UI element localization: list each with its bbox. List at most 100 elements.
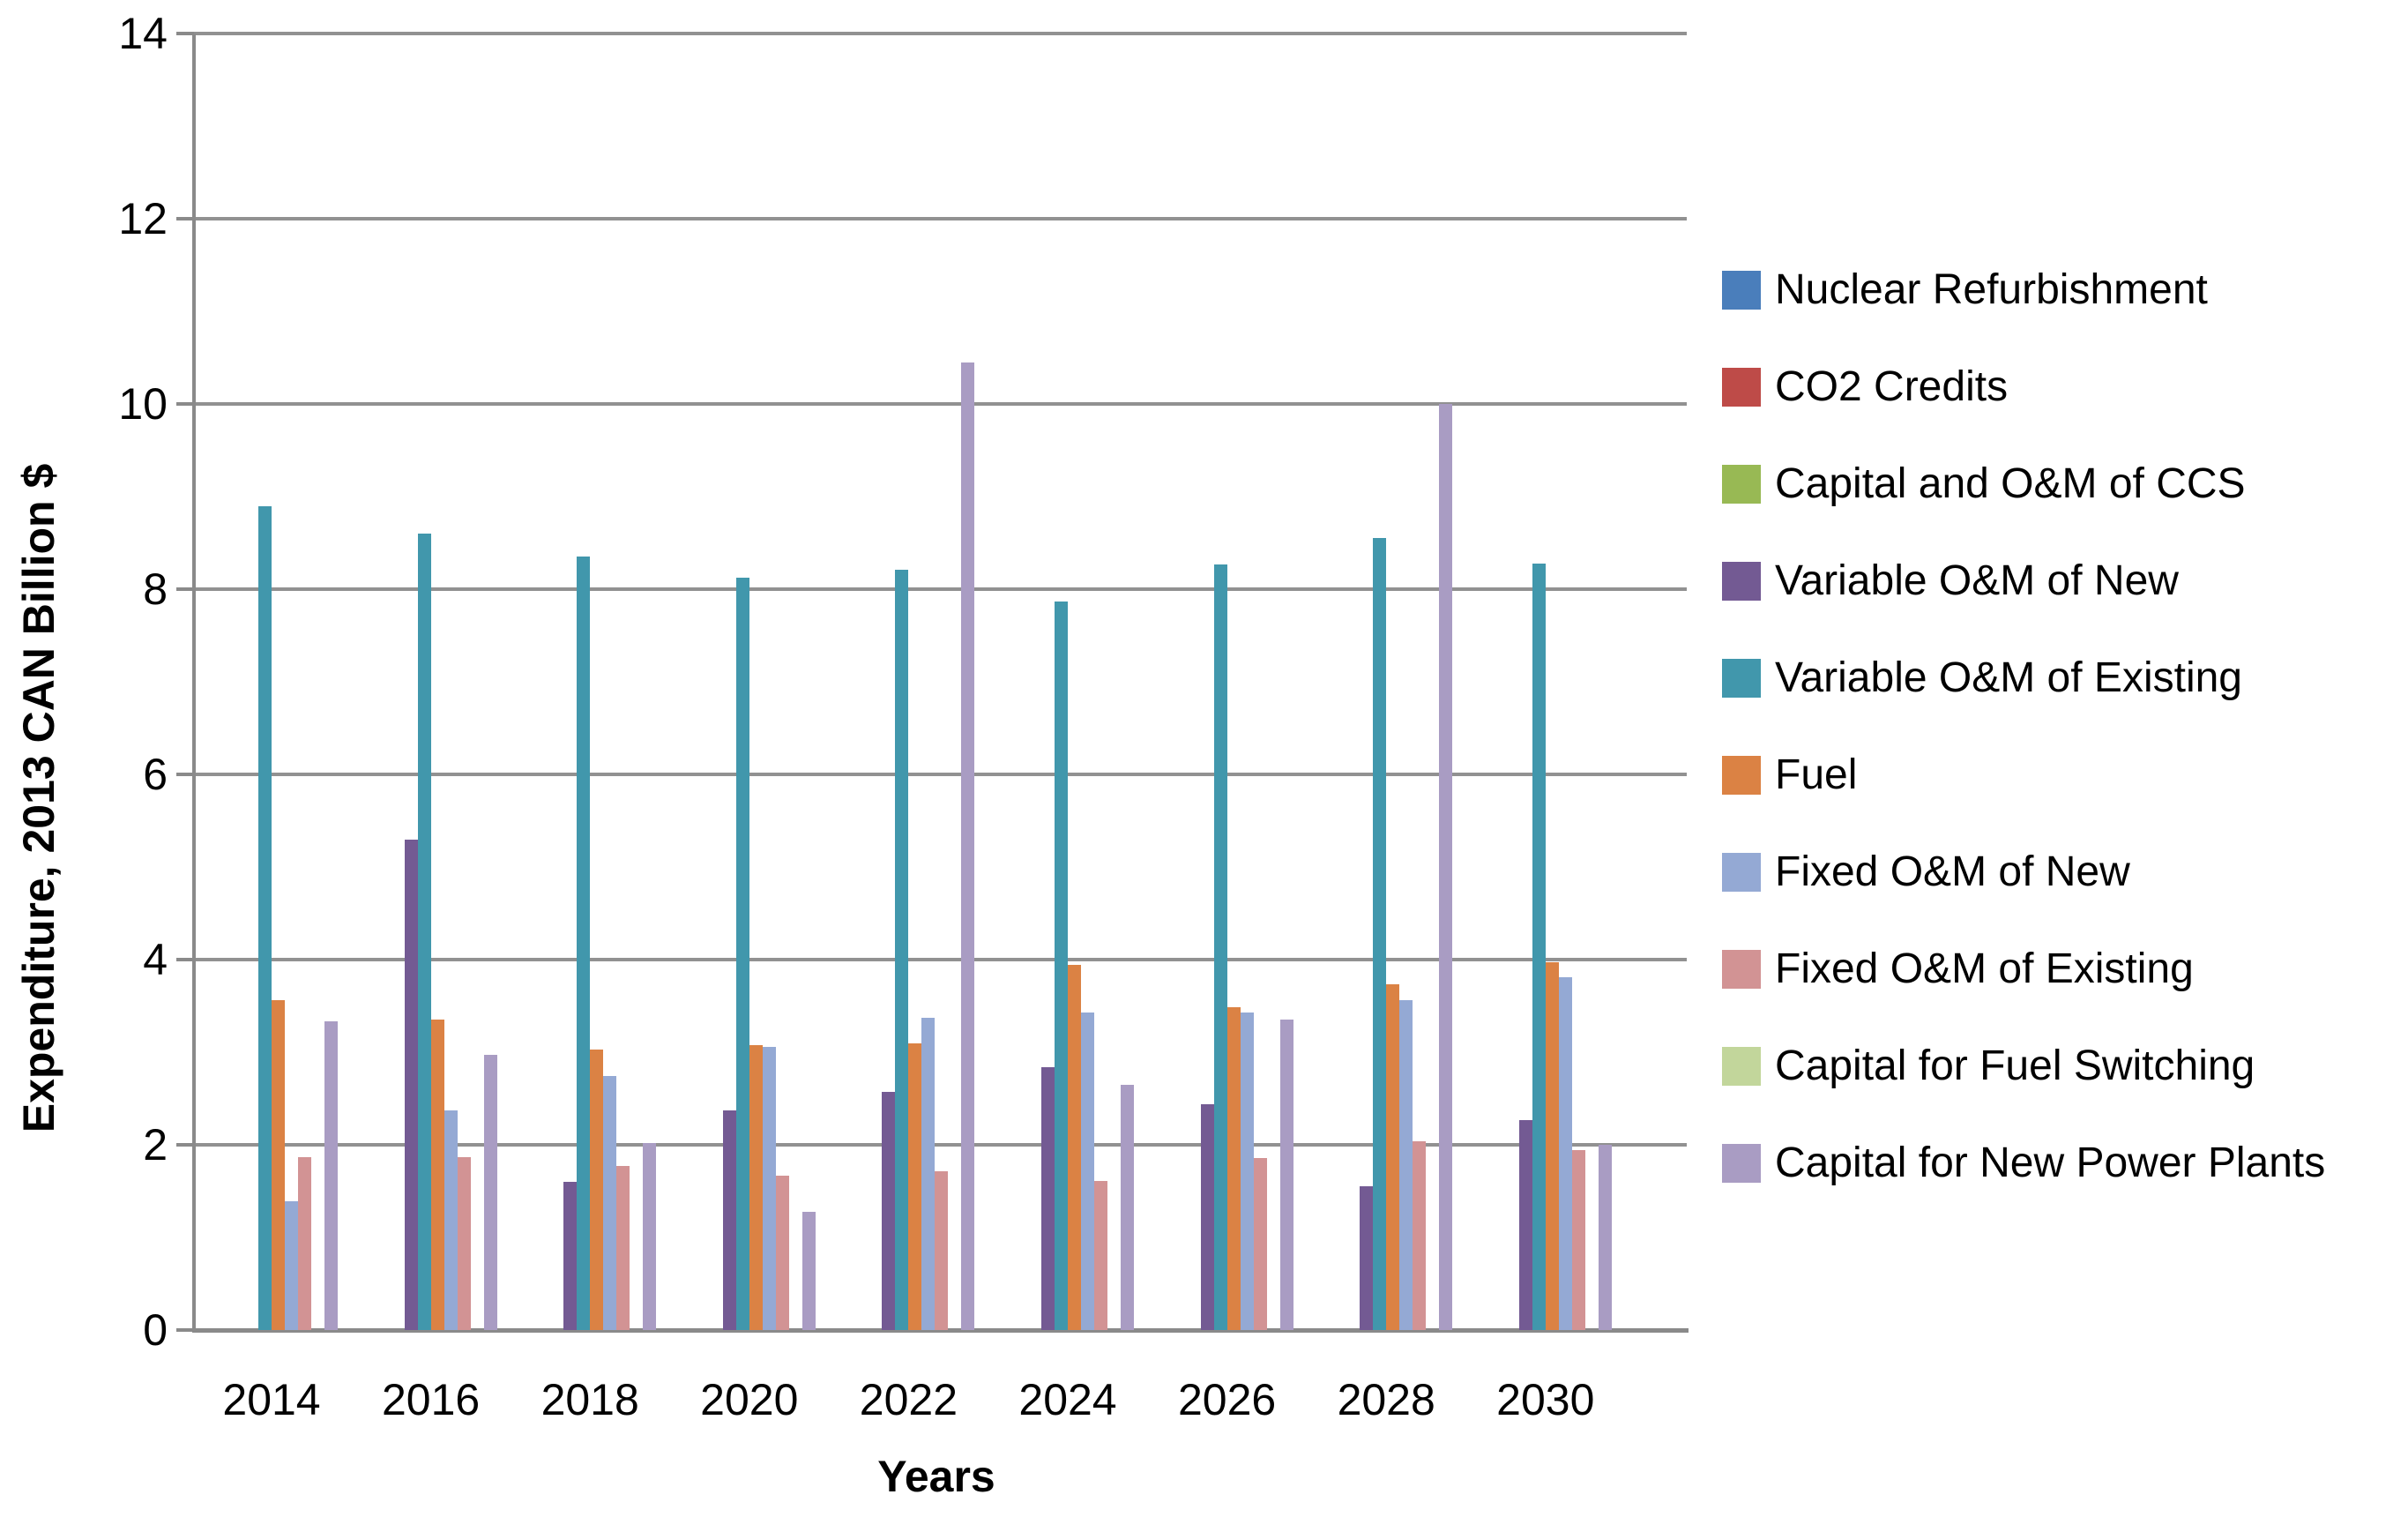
- y-axis-tick-8: [176, 587, 194, 591]
- legend-item-co2-credits[interactable]: CO2 Credits: [1722, 339, 2008, 436]
- bar-group-2030: [1480, 34, 1612, 1330]
- bar-2020-variable-o-m-of-existing[interactable]: [735, 578, 749, 1330]
- legend-swatch-icon: [1722, 368, 1761, 407]
- bar-2024-fixed-o-m-of-new[interactable]: [1081, 1012, 1094, 1330]
- bar-group-2020: [683, 34, 816, 1330]
- legend-label: Fuel: [1775, 751, 1858, 798]
- y-axis-tick-14: [176, 32, 194, 35]
- legend-item-capital-for-new-power-plants[interactable]: Capital for New Power Plants: [1722, 1115, 2325, 1212]
- bar-group-2014: [205, 34, 338, 1330]
- bar-2014-fixed-o-m-of-existing[interactable]: [298, 1156, 311, 1330]
- bar-2030-variable-o-m-of-new[interactable]: [1518, 1119, 1532, 1330]
- legend-label: Capital and O&M of CCS: [1775, 460, 2246, 507]
- bar-2030-fixed-o-m-of-existing[interactable]: [1571, 1150, 1585, 1330]
- bar-2014-variable-o-m-of-existing[interactable]: [258, 505, 272, 1330]
- bar-2016-variable-o-m-of-existing[interactable]: [417, 534, 431, 1330]
- bar-2018-fixed-o-m-of-existing[interactable]: [616, 1166, 630, 1330]
- bar-2022-fixed-o-m-of-existing[interactable]: [935, 1171, 949, 1330]
- bar-2030-variable-o-m-of-existing[interactable]: [1532, 563, 1546, 1330]
- bar-2016-capital-for-new-power-plants[interactable]: [483, 1055, 497, 1330]
- legend-item-fixed-o-m-of-existing[interactable]: Fixed O&M of Existing: [1722, 921, 2194, 1018]
- bar-2018-variable-o-m-of-new[interactable]: [563, 1182, 578, 1330]
- bar-2016-fixed-o-m-of-existing[interactable]: [457, 1156, 471, 1330]
- legend-label: Variable O&M of New: [1775, 557, 2179, 604]
- bar-2014-fuel[interactable]: [272, 1000, 285, 1330]
- bar-2018-capital-for-new-power-plants[interactable]: [643, 1142, 657, 1330]
- gridline-y-12: [194, 217, 1687, 220]
- bar-group-2024: [1002, 34, 1134, 1330]
- bar-2016-fixed-o-m-of-new[interactable]: [444, 1110, 458, 1330]
- gridline-y-10: [194, 402, 1687, 406]
- legend-label: Variable O&M of Existing: [1775, 654, 2242, 701]
- bar-2030-fuel[interactable]: [1545, 962, 1559, 1330]
- bar-2028-variable-o-m-of-existing[interactable]: [1373, 538, 1387, 1330]
- bar-2020-fixed-o-m-of-new[interactable]: [762, 1046, 776, 1330]
- bar-2022-capital-for-new-power-plants[interactable]: [961, 362, 975, 1330]
- gridline-y-6: [194, 773, 1687, 776]
- bar-2020-fixed-o-m-of-existing[interactable]: [775, 1175, 789, 1330]
- bar-2016-variable-o-m-of-new[interactable]: [404, 839, 418, 1330]
- bar-2018-fuel[interactable]: [590, 1049, 604, 1330]
- bar-2022-variable-o-m-of-existing[interactable]: [895, 569, 909, 1330]
- y-axis-tick-label: 12: [118, 194, 168, 243]
- legend-item-capital-and-o-m-of-ccs[interactable]: Capital and O&M of CCS: [1722, 436, 2246, 533]
- legend-swatch-icon: [1722, 562, 1761, 601]
- bar-2018-variable-o-m-of-existing[interactable]: [577, 557, 591, 1330]
- x-axis-label-2020: 2020: [700, 1375, 799, 1424]
- bar-2024-variable-o-m-of-new[interactable]: [1041, 1066, 1055, 1330]
- legend-label: Fixed O&M of New: [1775, 848, 2130, 895]
- legend-swatch-icon: [1722, 756, 1761, 795]
- bar-group-2022: [842, 34, 975, 1330]
- bar-2020-variable-o-m-of-new[interactable]: [722, 1110, 736, 1330]
- y-axis-tick-12: [176, 217, 194, 220]
- legend-item-nuclear-refurbishment[interactable]: Nuclear Refurbishment: [1722, 242, 2208, 339]
- gridline-y-8: [194, 587, 1687, 591]
- bar-2014-fixed-o-m-of-new[interactable]: [285, 1201, 298, 1330]
- bar-2026-fuel[interactable]: [1226, 1006, 1241, 1330]
- y-axis-title: Expenditure, 2013 CAN Billion $: [14, 463, 63, 1133]
- bar-2030-capital-for-new-power-plants[interactable]: [1598, 1145, 1612, 1330]
- bar-2022-fuel[interactable]: [908, 1042, 922, 1330]
- y-axis-tick-label: 8: [143, 564, 168, 614]
- y-axis-tick-4: [176, 958, 194, 961]
- x-axis-label-2026: 2026: [1177, 1375, 1277, 1424]
- legend-item-fixed-o-m-of-new[interactable]: Fixed O&M of New: [1722, 824, 2130, 921]
- bar-2030-fixed-o-m-of-new[interactable]: [1558, 976, 1572, 1330]
- bar-2026-variable-o-m-of-new[interactable]: [1200, 1103, 1214, 1330]
- bar-2026-fixed-o-m-of-existing[interactable]: [1253, 1157, 1267, 1330]
- bar-group-2018: [524, 34, 657, 1330]
- legend-swatch-icon: [1722, 853, 1761, 892]
- legend-item-fuel[interactable]: Fuel: [1722, 727, 1857, 824]
- bar-2014-capital-for-new-power-plants[interactable]: [324, 1021, 338, 1330]
- legend-item-capital-for-fuel-switching[interactable]: Capital for Fuel Switching: [1722, 1018, 2255, 1115]
- bar-2028-fixed-o-m-of-new[interactable]: [1399, 1000, 1413, 1330]
- bar-2024-variable-o-m-of-existing[interactable]: [1055, 601, 1068, 1330]
- bar-2028-fixed-o-m-of-existing[interactable]: [1413, 1140, 1427, 1330]
- bar-2026-fixed-o-m-of-new[interactable]: [1240, 1012, 1254, 1330]
- legend-label: Capital for New Power Plants: [1775, 1140, 2326, 1186]
- legend-swatch-icon: [1722, 950, 1761, 989]
- bar-2016-fuel[interactable]: [430, 1020, 444, 1330]
- bar-2018-fixed-o-m-of-new[interactable]: [603, 1076, 617, 1330]
- bar-2026-variable-o-m-of-existing[interactable]: [1213, 564, 1227, 1330]
- bar-2028-fuel[interactable]: [1386, 984, 1400, 1330]
- y-axis-tick-label: 2: [143, 1120, 168, 1170]
- legend-item-variable-o-m-of-existing[interactable]: Variable O&M of Existing: [1722, 630, 2242, 727]
- y-axis-tick-0: [176, 1328, 194, 1332]
- bar-2020-fuel[interactable]: [749, 1044, 763, 1330]
- bar-2024-fuel[interactable]: [1068, 965, 1081, 1330]
- bar-2028-variable-o-m-of-new[interactable]: [1360, 1186, 1374, 1330]
- legend-item-variable-o-m-of-new[interactable]: Variable O&M of New: [1722, 533, 2179, 630]
- bar-2024-fixed-o-m-of-existing[interactable]: [1094, 1180, 1107, 1330]
- bar-2028-capital-for-new-power-plants[interactable]: [1439, 404, 1453, 1330]
- bar-2022-fixed-o-m-of-new[interactable]: [921, 1018, 936, 1330]
- legend-swatch-icon: [1722, 1047, 1761, 1086]
- y-axis-tick-label: 0: [143, 1305, 168, 1355]
- bar-2026-capital-for-new-power-plants[interactable]: [1279, 1020, 1293, 1330]
- bar-2024-capital-for-new-power-plants[interactable]: [1121, 1084, 1134, 1330]
- bar-2022-variable-o-m-of-new[interactable]: [882, 1092, 896, 1330]
- bar-2020-capital-for-new-power-plants[interactable]: [801, 1211, 816, 1330]
- bar-group-2026: [1161, 34, 1293, 1330]
- y-axis-tick-6: [176, 773, 194, 776]
